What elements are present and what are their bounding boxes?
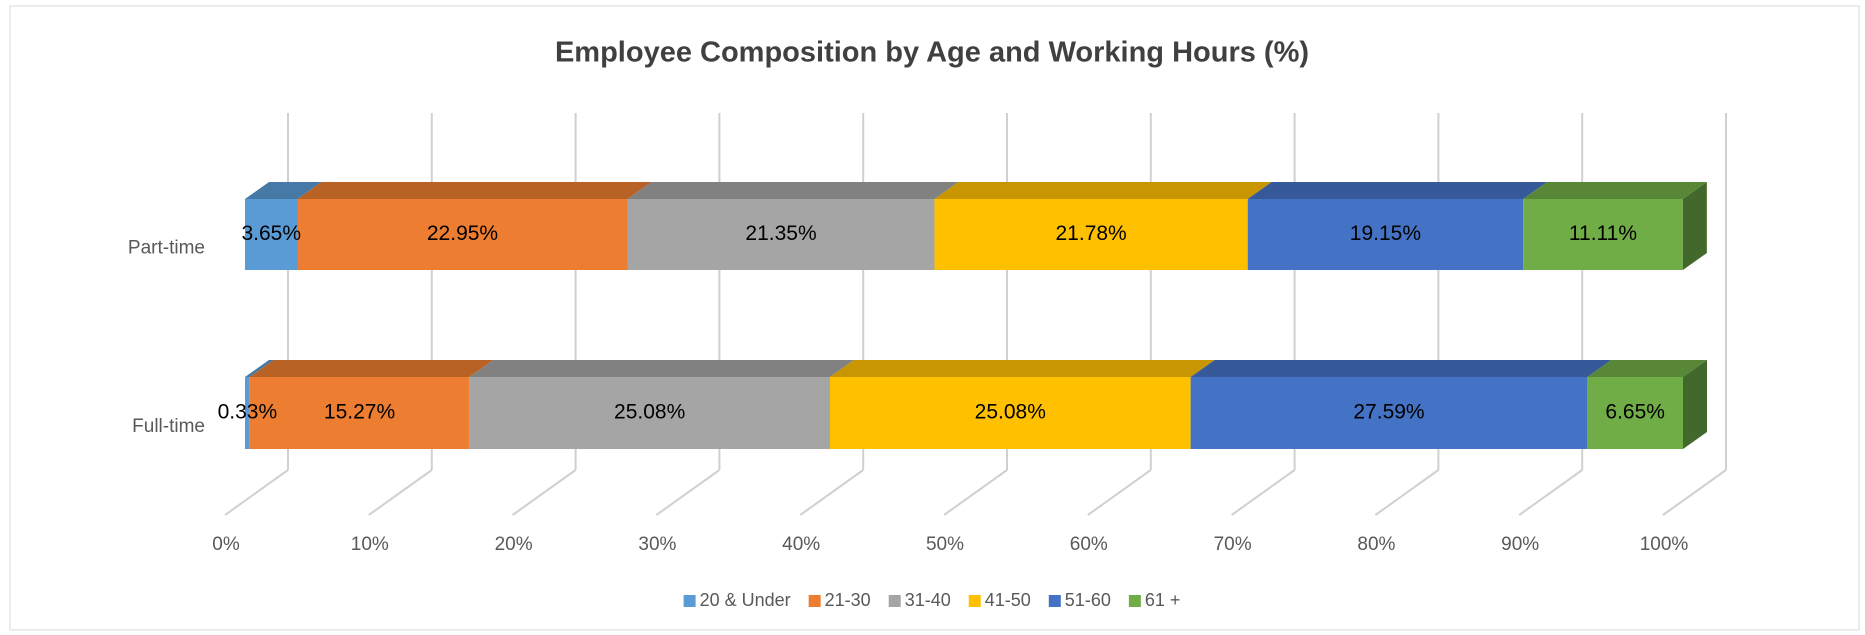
value-label: 21.35% [745, 222, 816, 245]
bar-top [297, 182, 652, 199]
floor-line [655, 469, 720, 516]
bar [245, 199, 298, 270]
legend-swatch [683, 595, 696, 607]
value-label: 0.33% [218, 401, 278, 424]
bar [934, 199, 1248, 270]
x-tick-label: 60% [1070, 534, 1108, 555]
value-label: 25.08% [614, 401, 685, 424]
chart-border [9, 5, 1860, 631]
x-tick-label: 20% [495, 534, 533, 555]
floor-line [512, 469, 577, 516]
bar-top [249, 360, 494, 377]
bar-top [245, 182, 322, 199]
floor-line [224, 469, 289, 516]
bar-side [1682, 182, 1707, 270]
legend-label: 31-40 [905, 590, 951, 610]
bar [829, 377, 1191, 449]
bar-top [245, 360, 274, 377]
x-tick-label: 50% [926, 534, 964, 555]
floor-line [943, 469, 1008, 516]
legend-swatch [968, 595, 981, 607]
bar-side [1683, 360, 1707, 449]
bar [1523, 199, 1683, 270]
legend-label: 20 & Under [700, 590, 791, 610]
value-label: 19.15% [1350, 222, 1421, 245]
x-tick-label: 100% [1640, 534, 1689, 555]
bar-top [829, 360, 1215, 377]
value-label: 15.27% [324, 401, 395, 424]
bar [1247, 199, 1524, 270]
bar [1190, 377, 1588, 449]
x-tick-label: 40% [782, 534, 820, 555]
value-label: 27.59% [1353, 401, 1424, 424]
legend-label: 21-30 [825, 590, 871, 610]
x-tick-label: 10% [351, 534, 389, 555]
chart-title: Employee Composition by Age and Working … [555, 37, 1309, 69]
floor-line [368, 469, 433, 516]
value-label: 22.95% [427, 222, 498, 245]
bar-top [1190, 360, 1612, 377]
value-label: 25.08% [975, 401, 1046, 424]
legend-swatch [888, 595, 901, 607]
floor-line [1518, 469, 1583, 516]
floor-line [1374, 469, 1439, 516]
bar-top [1523, 182, 1707, 199]
legend-label: 61 + [1145, 590, 1181, 610]
bar-top [627, 182, 959, 199]
x-tick-label: 80% [1357, 534, 1395, 555]
value-label: 3.65% [241, 222, 301, 245]
bar [297, 199, 628, 270]
value-label: 6.65% [1605, 401, 1665, 424]
x-tick-label: 30% [638, 534, 676, 555]
bar-top [1587, 360, 1707, 377]
bar [627, 199, 935, 270]
bar [1587, 377, 1683, 449]
bar-top [1247, 182, 1548, 199]
bar-top [469, 360, 854, 377]
floor-line [1087, 469, 1152, 516]
legend-label: 41-50 [985, 590, 1031, 610]
bar [469, 377, 830, 449]
value-label: 21.78% [1056, 222, 1127, 245]
floor-line [1662, 469, 1727, 516]
bar [249, 377, 470, 449]
x-tick-label: 70% [1214, 534, 1252, 555]
floor-line [799, 469, 864, 516]
legend-swatch [808, 595, 821, 607]
y-tick-label: Full-time [132, 416, 205, 437]
legend-swatch [1128, 595, 1141, 607]
floor-line [1231, 469, 1296, 516]
legend-label: 51-60 [1065, 590, 1111, 610]
bar [245, 377, 250, 449]
value-label: 11.11% [1569, 222, 1637, 245]
y-tick-label: Part-time [128, 238, 205, 259]
legend-swatch [1048, 595, 1061, 607]
bar-top [934, 182, 1272, 199]
x-tick-label: 0% [212, 534, 240, 555]
x-tick-label: 90% [1501, 534, 1539, 555]
